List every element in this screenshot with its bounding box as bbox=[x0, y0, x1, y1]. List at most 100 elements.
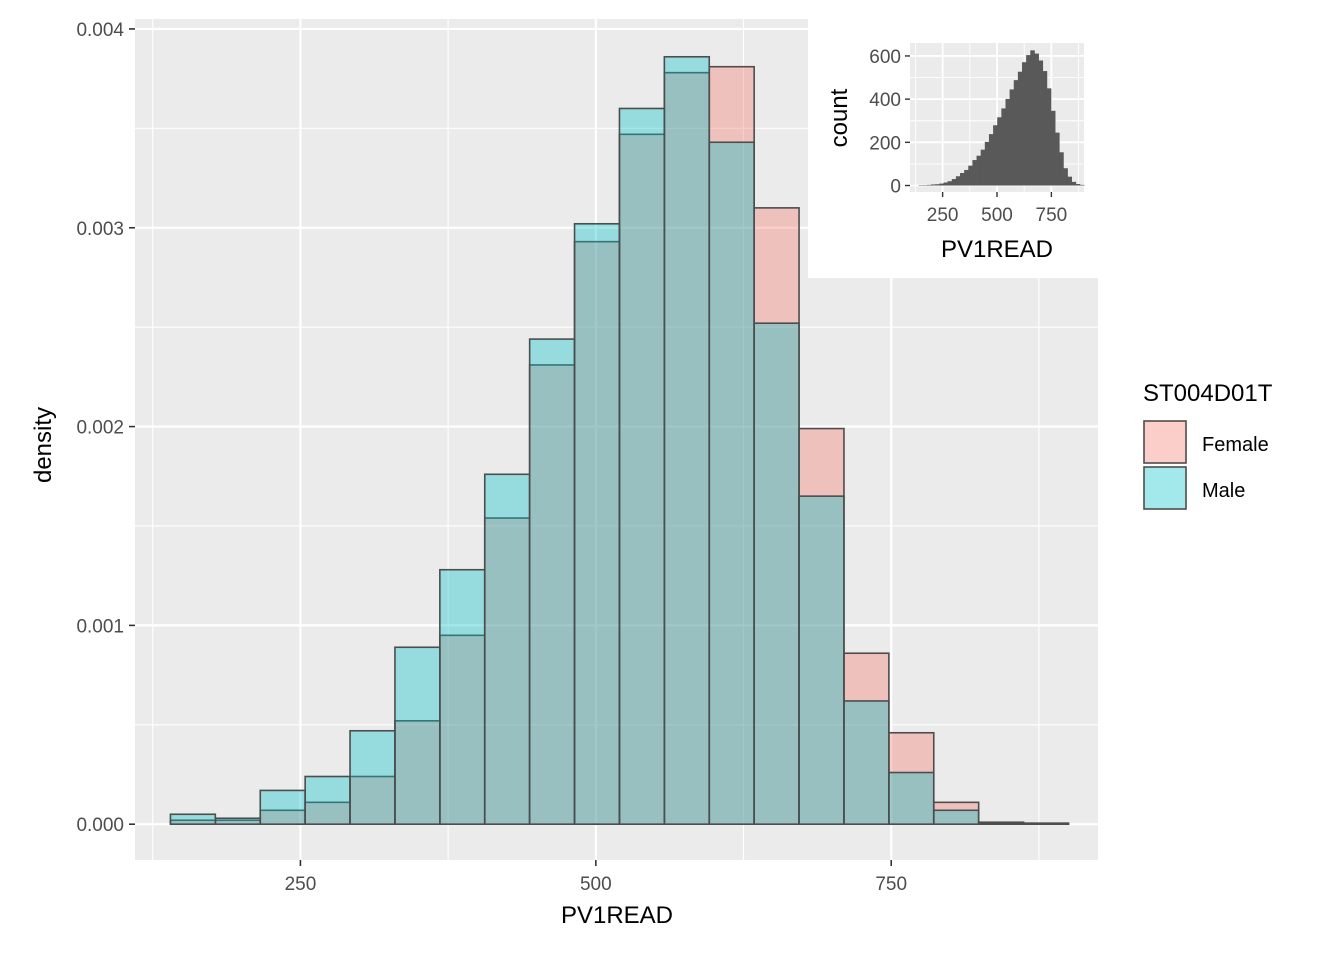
inset-bar bbox=[997, 117, 1002, 186]
inset-bar bbox=[947, 181, 953, 186]
inset-bar bbox=[951, 179, 957, 186]
inset-bars bbox=[918, 50, 1085, 186]
legend-label-female: Female bbox=[1202, 434, 1269, 456]
bar-female bbox=[439, 634, 486, 826]
bar-male bbox=[1022, 822, 1070, 826]
bar-male bbox=[483, 473, 531, 826]
inset-bar bbox=[984, 141, 990, 186]
inset-bar bbox=[1038, 60, 1044, 186]
bar-female bbox=[528, 364, 576, 826]
x-tick-label: 750 bbox=[875, 874, 907, 895]
bar-male bbox=[618, 107, 666, 826]
inset-bar bbox=[955, 176, 961, 186]
inset-y-tick-label: 600 bbox=[869, 47, 901, 68]
inset-bar bbox=[931, 184, 936, 186]
y-tick-label: 0.004 bbox=[76, 20, 124, 41]
inset-bar bbox=[1017, 71, 1023, 186]
inset-bar bbox=[1001, 108, 1006, 186]
bar-male bbox=[394, 646, 441, 826]
bar-male bbox=[304, 775, 351, 826]
inset-bar bbox=[972, 160, 977, 186]
legend: ST004D01T Female Male bbox=[1143, 380, 1273, 510]
inset-bar bbox=[976, 155, 982, 186]
inset-x-tick-label: 750 bbox=[1036, 205, 1068, 226]
bar-male bbox=[528, 338, 576, 826]
bar-female bbox=[394, 720, 441, 826]
inset-bar bbox=[1005, 98, 1011, 186]
inset-bar bbox=[1046, 88, 1052, 186]
inset-y-tick-label: 400 bbox=[869, 90, 901, 111]
inset-y-axis-title: count bbox=[826, 88, 853, 147]
inset-y-tick-label: 200 bbox=[869, 133, 901, 154]
bar-male bbox=[439, 568, 486, 826]
inset-x-axis-title: PV1READ bbox=[941, 236, 1053, 263]
inset-bar bbox=[1067, 176, 1073, 186]
inset-bar bbox=[988, 134, 994, 186]
x-axis-title: PV1READ bbox=[561, 902, 673, 929]
bar-male bbox=[214, 817, 262, 826]
inset-bar bbox=[943, 182, 949, 186]
bar-female bbox=[349, 775, 396, 826]
bar-female bbox=[798, 427, 845, 826]
inset-bar bbox=[1013, 80, 1019, 186]
inset-bar bbox=[960, 172, 965, 186]
inset-x-tick-label: 500 bbox=[981, 205, 1013, 226]
inset-bar bbox=[1071, 181, 1077, 186]
inset-x-tick-label: 250 bbox=[927, 205, 959, 226]
female-bars bbox=[169, 65, 1070, 826]
bar-male bbox=[888, 771, 935, 826]
bar-male bbox=[259, 789, 306, 826]
bar-female bbox=[843, 652, 890, 826]
y-axis-title: density bbox=[30, 407, 57, 483]
inset-bar bbox=[1050, 110, 1056, 186]
inset-bar bbox=[939, 183, 944, 186]
bar-male bbox=[663, 55, 711, 826]
inset-bar bbox=[1009, 89, 1015, 186]
bar-male bbox=[932, 809, 980, 826]
inset-bar bbox=[1022, 62, 1027, 186]
inset-chart: 0 200 400 600 250 500 750 PV1READ count bbox=[808, 0, 1098, 278]
inset-bar bbox=[968, 165, 973, 186]
legend-key-male bbox=[1143, 466, 1187, 510]
inset-axes: 0 200 400 600 250 500 750 bbox=[869, 47, 1067, 226]
bar-male bbox=[753, 322, 800, 826]
inset-bar bbox=[993, 125, 998, 186]
male-bars bbox=[169, 55, 1070, 826]
bar-male bbox=[169, 813, 217, 826]
inset-bar bbox=[1026, 55, 1031, 186]
legend-key-female bbox=[1143, 420, 1187, 464]
inset-bar bbox=[1075, 184, 1081, 186]
bar-female bbox=[753, 207, 800, 826]
inset-y-tick-label: 0 bbox=[890, 177, 901, 198]
x-tick-label: 250 bbox=[285, 874, 317, 895]
bar-male bbox=[977, 822, 1025, 826]
x-tick-label: 500 bbox=[580, 874, 612, 895]
inset-bar bbox=[1055, 132, 1060, 186]
y-tick-label: 0.000 bbox=[76, 815, 124, 836]
inset-bar bbox=[935, 184, 940, 186]
bar-male bbox=[349, 729, 396, 826]
inset-bar bbox=[926, 184, 932, 186]
y-tick-label: 0.002 bbox=[76, 418, 124, 439]
inset-bar bbox=[1034, 53, 1039, 186]
bar-female bbox=[708, 65, 755, 826]
bar-male bbox=[573, 222, 621, 826]
inset-bar bbox=[1030, 50, 1035, 186]
bar-male bbox=[708, 141, 755, 826]
inset-bar bbox=[1079, 184, 1085, 186]
inset-bar bbox=[1059, 152, 1064, 186]
bar-male bbox=[843, 700, 890, 826]
main-axes: 0.000 0.001 0.002 0.003 0.004 250 500 750 bbox=[76, 20, 907, 895]
inset-bar bbox=[1042, 71, 1048, 186]
y-tick-label: 0.001 bbox=[76, 616, 124, 637]
inset-bar bbox=[1063, 168, 1068, 186]
bar-male bbox=[798, 495, 845, 826]
bar-female bbox=[663, 71, 711, 826]
bar-female bbox=[573, 240, 621, 826]
inset-bar bbox=[980, 149, 986, 186]
y-tick-label: 0.003 bbox=[76, 219, 124, 240]
inset-bar bbox=[964, 169, 969, 186]
legend-title: ST004D01T bbox=[1143, 380, 1273, 407]
legend-label-male: Male bbox=[1202, 480, 1245, 502]
